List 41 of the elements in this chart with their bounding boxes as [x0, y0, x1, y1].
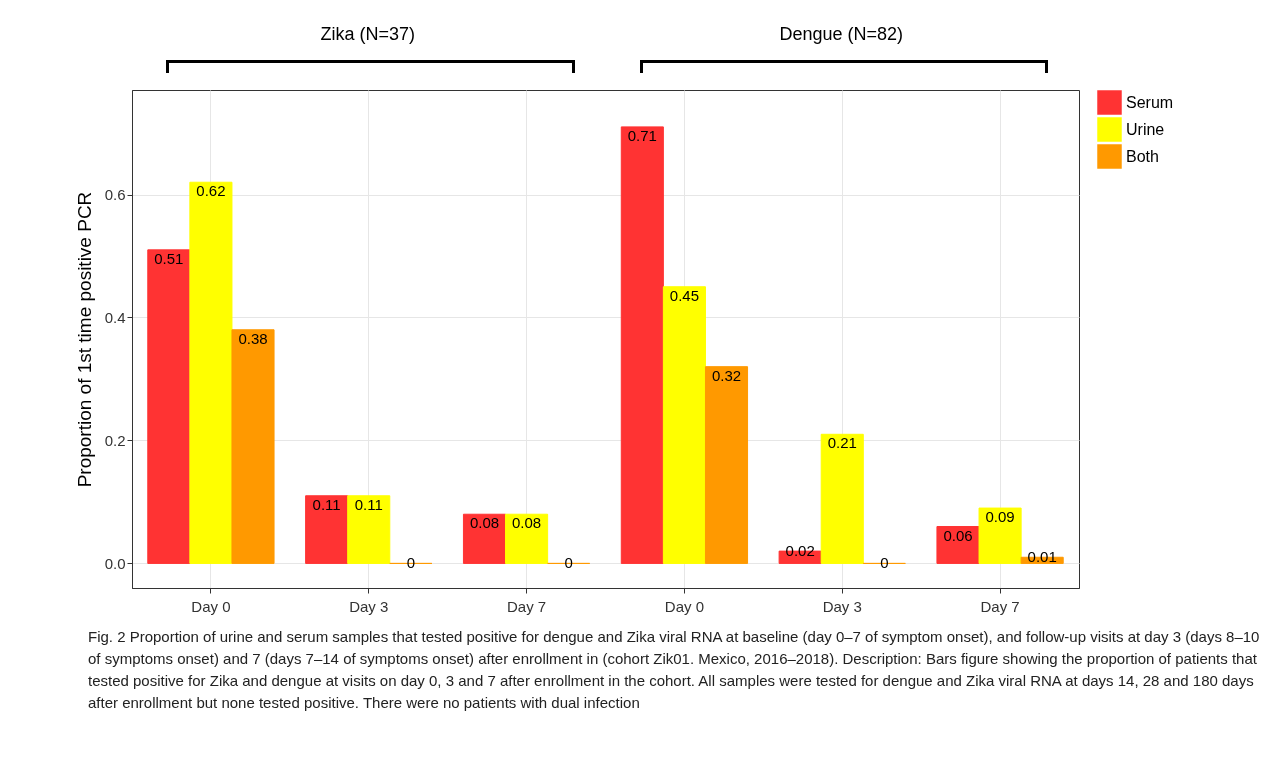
bar	[189, 181, 233, 564]
legend-label: Urine	[1126, 120, 1165, 138]
legend-label: Both	[1126, 147, 1159, 165]
data-label: 0.06	[943, 526, 973, 544]
data-label: 0.08	[511, 514, 542, 532]
y-tick-label: 0.4	[104, 308, 126, 326]
bar	[662, 286, 706, 564]
bar	[704, 366, 749, 564]
x-tick-label: Day 3	[822, 597, 862, 615]
text: Zika (N=37)	[319, 24, 416, 45]
data-label: 0.09	[985, 508, 1015, 526]
legend-label: Serum	[1126, 93, 1174, 111]
data-label: 0.62	[196, 182, 226, 200]
x-tick-label: Day 7	[980, 597, 1020, 615]
bar	[147, 249, 191, 564]
text: Dengue (N=82)	[778, 24, 904, 45]
x-tick-label: Day 0	[664, 597, 705, 615]
data-label: 0.21	[827, 434, 857, 452]
data-label: 0.32	[711, 366, 742, 384]
x-tick-label: Day 0	[191, 597, 231, 615]
data-label: 0.11	[354, 495, 383, 513]
bar	[231, 329, 275, 564]
bar	[305, 495, 349, 564]
data-label: 0.08	[469, 514, 500, 532]
bar	[978, 507, 1022, 564]
y-tick-label: 0.6	[104, 186, 126, 204]
bar	[820, 433, 864, 564]
bar	[347, 495, 391, 564]
bar	[505, 513, 549, 564]
data-label: 0.45	[669, 286, 700, 304]
x-tick-label: Day 3	[349, 597, 389, 615]
y-tick-label: 0.2	[104, 431, 126, 449]
data-label: 0.71	[627, 126, 657, 144]
data-label: 0.11	[312, 495, 341, 513]
y-tick-label: 0.0	[104, 554, 126, 572]
bar	[620, 126, 664, 564]
data-label: 0.38	[238, 329, 268, 347]
caption: Fig. 2 Proportion of urine and serum samples that tested positive for dengue and Zika viral RNA at baseline (day 0–7 of symptom onset), and follow-up visits at day 3 (days 8–10 of symptoms onset) and 7 (days 7–14 of symptoms onset) after enrollment in (cohort Zik01. Mexico, 2016–2018). Description: Bars figure showing the proportion of patients that tested positive for Zika and dengue at visits on day 0, 3 and 7 after enrollment in the cohort. All samples were tested for dengue and Zika viral RNA at days 14, 28 and 180 days after enrollment but none tested positive. There were no patients with dual infection	[88, 627, 1261, 713]
data-label: 0.51	[154, 249, 184, 267]
x-tick-label: Day 7	[506, 597, 547, 615]
y-axis-title: Proportion of 1st time positive PCR	[73, 191, 95, 488]
